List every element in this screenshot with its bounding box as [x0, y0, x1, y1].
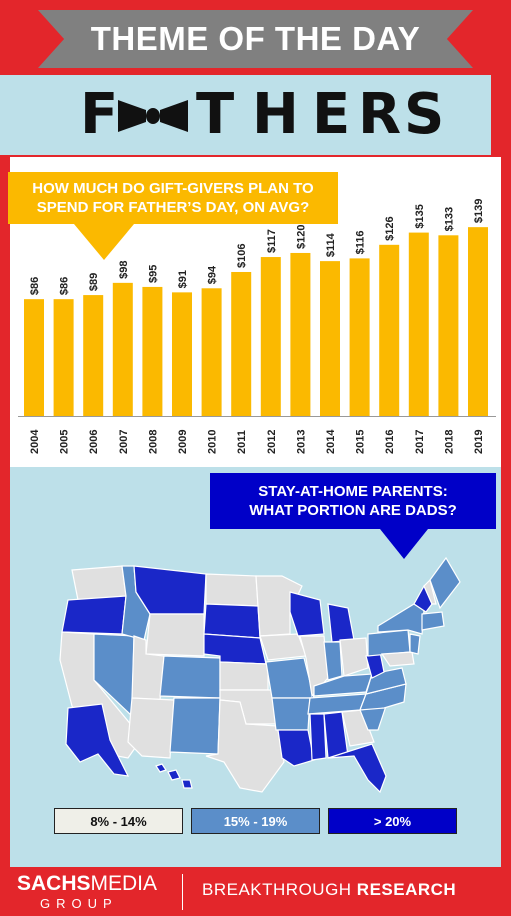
map-callout-line2: WHAT PORTION ARE DADS?: [249, 502, 457, 519]
bar: [468, 227, 488, 416]
bar-value-label: $139: [473, 199, 485, 223]
x-tick-label: 2013: [295, 430, 307, 454]
x-tick-label: 2018: [443, 430, 455, 454]
bar: [349, 258, 370, 416]
logo-thin: MEDIA: [90, 872, 158, 895]
legend-high: > 20%: [328, 808, 457, 834]
bar-value-label: $126: [384, 216, 396, 240]
x-tick-label: 2019: [473, 430, 485, 454]
banner-ribbon: [38, 10, 473, 68]
spending-callout-tail: [74, 224, 134, 260]
bar-value-label: $98: [118, 260, 130, 278]
map-callout: [210, 473, 496, 529]
x-tick-label: 2005: [59, 430, 71, 454]
logo-bold: SACHS: [17, 872, 91, 895]
hero-letter: H: [252, 82, 299, 147]
hero-letter: T: [196, 82, 235, 147]
logo-subtitle: GROUP: [40, 896, 118, 911]
x-tick-label: 2011: [236, 430, 248, 454]
bar: [320, 261, 340, 416]
spending-callout: [8, 172, 338, 224]
bar-value-label: $114: [325, 232, 337, 257]
x-tick-label: 2015: [355, 430, 367, 454]
bar-value-label: $86: [59, 277, 71, 295]
legend-mid: 15% - 19%: [191, 808, 320, 834]
bar: [172, 292, 192, 416]
x-tick-label: 2004: [29, 429, 41, 454]
x-tick-label: 2014: [325, 429, 337, 454]
map-callout-tail: [380, 529, 428, 559]
bar: [201, 288, 222, 416]
bar: [438, 235, 459, 416]
bar: [83, 295, 104, 416]
bar-value-label: $94: [207, 265, 219, 284]
bar: [112, 282, 133, 416]
hero-letter: F: [80, 82, 119, 147]
x-tick-label: 2016: [384, 430, 396, 454]
tagline-bold: RESEARCH: [356, 880, 457, 899]
x-tick-label: 2010: [207, 430, 219, 454]
us-states-map: [59, 556, 461, 794]
bar: [290, 252, 311, 416]
bar: [379, 244, 400, 416]
hero-letter: R: [358, 82, 402, 147]
bar-value-label: $91: [177, 270, 189, 288]
sachs-media-logo: SACHSMEDIA: [17, 872, 157, 896]
hero-letter: S: [404, 82, 445, 147]
tagline-thin: BREAKTHROUGH: [202, 880, 357, 899]
x-tick-label: 2007: [118, 430, 130, 454]
breakthrough-research-logo: BREAKTHROUGH RESEARCH: [202, 880, 456, 900]
bar-value-label: $89: [88, 273, 100, 291]
x-tick-label: 2006: [88, 430, 100, 454]
map-callout-line1: STAY-AT-HOME PARENTS:: [258, 483, 448, 500]
spending-callout-line1: HOW MUCH DO GIFT-GIVERS PLAN TO: [32, 180, 314, 197]
theme-banner: THEME OF THE DAY: [38, 10, 473, 68]
bar: [408, 232, 429, 416]
bar: [142, 286, 163, 416]
legend-low: 8% - 14%: [54, 808, 183, 834]
bar-value-label: $116: [355, 231, 367, 255]
spending-callout-line2: SPEND FOR FATHER’S DAY, ON AVG?: [36, 199, 310, 216]
bar-value-label: $95: [147, 265, 159, 283]
hero-letter: E: [312, 82, 351, 147]
x-tick-label: 2009: [177, 430, 189, 454]
bar-value-label: $120: [295, 224, 307, 248]
banner-title: THEME OF THE DAY: [90, 20, 421, 57]
spending-bar-chart: $86 2004 $86 2005 $89 2006 $98 2007 $95 2008 $91 20…: [18, 199, 496, 454]
footer-divider: [182, 874, 183, 910]
bar: [231, 271, 252, 416]
bar: [260, 257, 281, 416]
bar-value-label: $86: [29, 277, 41, 295]
bar-value-label: $135: [414, 204, 426, 228]
bar-value-label: $117: [266, 229, 278, 253]
bar: [24, 299, 44, 416]
map-callout-text: STAY-AT-HOME PARENTS: WHAT PORTION ARE D…: [210, 473, 496, 529]
bowtie-icon: [118, 100, 188, 132]
x-tick-label: 2017: [414, 430, 426, 454]
hero-title: F T H E R S: [0, 82, 511, 148]
footer: [0, 868, 511, 916]
spending-callout-text: HOW MUCH DO GIFT-GIVERS PLAN TO SPEND FO…: [8, 172, 338, 224]
bar: [53, 299, 74, 416]
bar-value-label: $106: [236, 244, 248, 268]
hero-panel: [0, 75, 491, 155]
bar-value-label: $133: [443, 207, 455, 231]
x-tick-label: 2008: [147, 430, 159, 454]
x-tick-label: 2012: [266, 430, 278, 454]
